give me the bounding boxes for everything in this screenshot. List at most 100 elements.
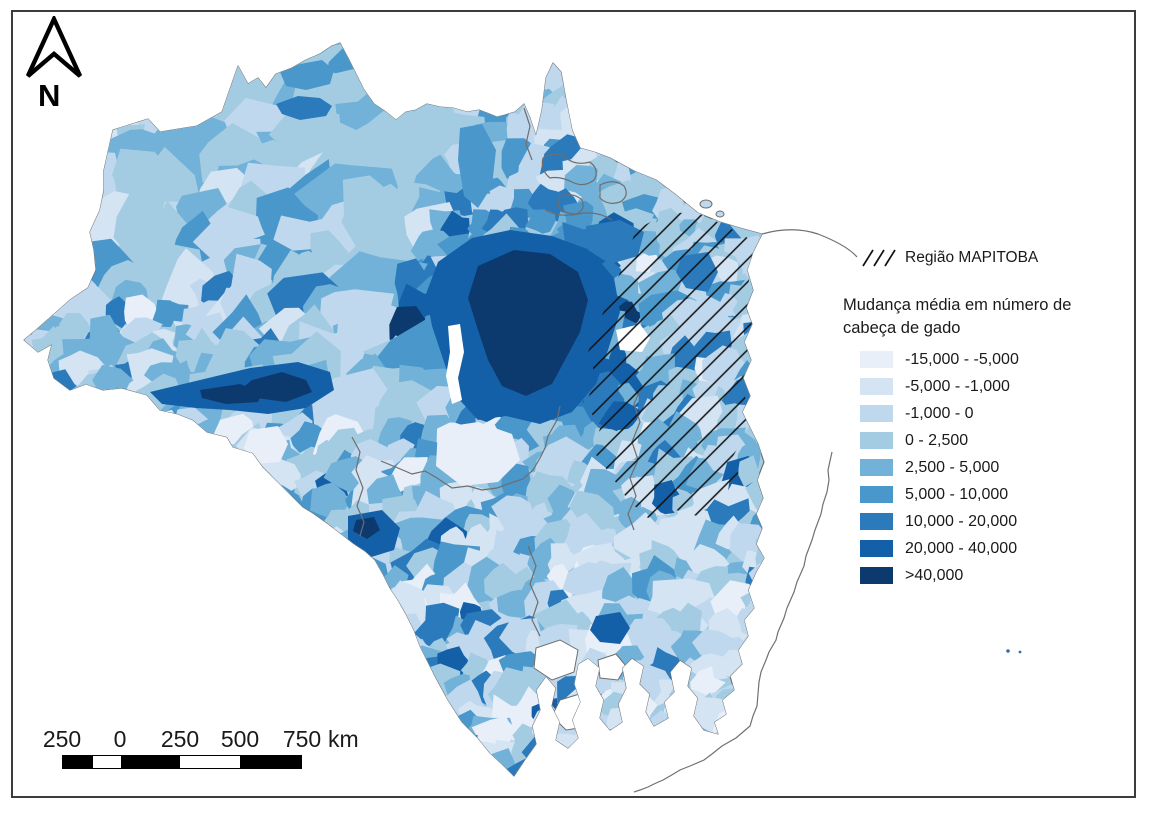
feature-patch [353, 517, 380, 539]
municipality-patch [606, 706, 651, 765]
municipality-patch [187, 592, 233, 651]
municipality-patch [763, 154, 764, 209]
municipality-patch [445, 43, 496, 59]
municipality-patch [291, 626, 334, 671]
class-label: 10,000 - 20,000 [905, 512, 1018, 530]
municipality-patch [231, 690, 256, 721]
municipality-patch [24, 101, 42, 170]
municipality-patch [402, 771, 429, 776]
municipality-patch [255, 494, 296, 542]
municipality-patch [311, 556, 352, 598]
municipality-patch [44, 456, 99, 495]
municipality-patch [587, 69, 634, 109]
municipality-patch [251, 520, 277, 549]
municipality-patch [168, 638, 201, 666]
municipality-patch [754, 331, 764, 365]
municipality-patch [43, 556, 87, 610]
municipality-patch [204, 474, 234, 517]
municipality-patch [637, 729, 671, 763]
municipality-patch [587, 43, 624, 59]
municipality-patch [625, 75, 667, 115]
class-swatch [860, 513, 893, 530]
municipality-patch [98, 400, 128, 432]
class-swatch [860, 378, 893, 395]
municipality-patch [310, 587, 344, 615]
municipality-patch [179, 461, 203, 494]
municipality-patch [420, 740, 454, 775]
municipality-patch [159, 506, 208, 545]
municipality-patch [627, 65, 668, 106]
legend-class-row: 5,000 - 10,000 [860, 481, 1019, 508]
municipality-patch [585, 756, 627, 776]
municipality-patch [115, 59, 172, 126]
municipality-patch [24, 332, 36, 365]
municipality-patch [24, 521, 31, 563]
municipality-patch [563, 43, 604, 60]
municipality-patch [697, 149, 734, 187]
feature-patch [468, 250, 588, 396]
hatch-swatch-icon [862, 249, 896, 267]
municipality-patch [713, 148, 759, 183]
municipality-patch [589, 82, 618, 110]
municipality-patch [24, 306, 25, 346]
municipality-patch [131, 660, 161, 689]
municipality-patch [746, 676, 764, 709]
state-border-line [523, 107, 533, 161]
municipality-patch [606, 103, 637, 134]
municipality-patch [476, 50, 528, 98]
municipality-patch [61, 553, 98, 584]
municipality-patch [24, 632, 70, 676]
municipality-patch [57, 682, 102, 715]
municipality-patch [760, 646, 764, 685]
municipality-patch [736, 741, 764, 776]
municipality-patch [409, 719, 462, 770]
municipality-patch [690, 666, 726, 697]
municipality-patch [143, 598, 176, 626]
municipality-patch [248, 640, 299, 698]
municipality-patch [725, 152, 764, 193]
municipality-patch [147, 504, 182, 547]
municipality-patch [204, 600, 232, 633]
municipality-patch [166, 444, 195, 472]
coastal-island [715, 210, 725, 218]
municipality-patch [707, 125, 761, 176]
municipality-patch [86, 631, 125, 672]
municipality-patch [233, 672, 267, 717]
class-label: 20,000 - 40,000 [905, 539, 1018, 557]
municipality-patch [641, 45, 666, 74]
class-label: 5,000 - 10,000 [905, 485, 1009, 503]
municipality-patch [225, 585, 262, 627]
legend-class-row: 0 - 2,500 [860, 427, 1019, 454]
municipality-patch [166, 43, 263, 75]
municipality-patch [276, 562, 321, 601]
municipality-patch [219, 648, 258, 691]
municipality-patch [743, 107, 764, 164]
municipality-patch [767, 64, 795, 99]
municipality-patch [732, 752, 764, 776]
municipality-patch [24, 615, 39, 655]
municipality-patch [97, 502, 136, 540]
municipality-patch [719, 64, 755, 95]
municipality-patch [194, 674, 238, 719]
municipality-patch [179, 558, 229, 605]
municipality-patch [37, 506, 64, 535]
municipality-patch [682, 152, 711, 189]
municipality-patch [215, 561, 266, 611]
municipality-patch [131, 502, 157, 533]
municipality-patch [685, 80, 734, 133]
class-swatch [860, 486, 893, 503]
municipality-patch [290, 566, 342, 610]
municipality-patch [353, 43, 436, 78]
municipality-patch [758, 81, 764, 128]
municipality-patch [733, 687, 764, 731]
municipality-patch [120, 608, 178, 659]
legend-classes: -15,000 - -5,000 -5,000 - -1,000 -1,000 - … [860, 346, 1019, 589]
municipality-patch [238, 622, 277, 676]
municipality-patch [730, 122, 764, 159]
municipality-patch [157, 652, 209, 700]
municipality-patch [539, 754, 580, 776]
municipality-patch [126, 530, 167, 564]
scale-tick-label: 250 [160, 726, 200, 752]
municipality-patch [46, 426, 93, 478]
municipality-patch [694, 89, 744, 139]
